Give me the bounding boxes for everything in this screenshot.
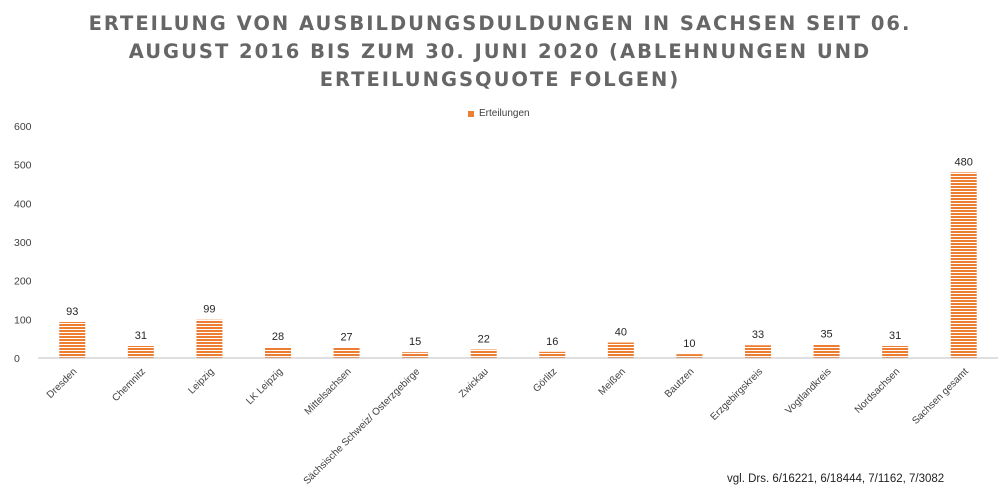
x-axis: Dresden Chemnitz Leipzig LK Leipzig Mittelsa… [45,366,971,487]
x-tick-label: Görlitz [531,366,559,394]
x-tick-label: Meißen [597,366,628,397]
legend: Erteilungen [468,108,530,119]
y-axis: 0 100 200 300 400 500 600 [14,121,32,365]
chart-title-line-2: AUGUST 2016 BIS ZUM 30. JUNI 2020 (ABLEH… [128,40,872,63]
legend-swatch [468,110,474,117]
bar-value-label: 40 [615,327,627,339]
y-tick-label: 200 [14,276,32,288]
legend-label: Erteilungen [479,108,530,119]
x-tick-label: LK Leipzig [244,366,285,407]
bar-value-label: 99 [203,304,215,316]
bar [333,347,360,358]
bar [196,319,223,358]
x-tick-label: Nordsachsen [853,366,902,415]
chart-title-line-3: ERTEILUNGSQUOTE FOLGEN) [319,68,681,91]
x-tick-label: Sächsische Schweiz/ Osterzgebirge [302,366,423,487]
bar-value-label: 28 [272,331,284,343]
y-tick-label: 300 [14,237,32,249]
bar [607,342,634,358]
bars [59,172,977,358]
bar-value-label: 27 [340,332,352,344]
bar [265,347,291,358]
source-footnote: vgl. Drs. 6/16221, 6/18444, 7/1162, 7/30… [727,473,945,485]
bar [59,322,86,358]
x-tick-label: Mittelsachsen [303,366,354,417]
y-tick-label: 600 [14,121,32,133]
x-tick-label: Sachsen gesamt [910,366,971,427]
bar-value-label: 16 [546,336,558,348]
bar [127,346,154,358]
bar-value-label: 31 [135,330,147,342]
bar-value-label: 31 [889,330,901,342]
bar [676,354,703,358]
bar-value-label: 480 [955,156,973,168]
x-tick-label: Zwickau [457,366,491,400]
y-tick-label: 100 [14,314,32,326]
x-tick-label: Vogtlandkreis [783,366,833,416]
x-tick-label: Dresden [45,366,80,401]
x-tick-label: Chemnitz [110,366,148,404]
bar-value-label: 93 [66,306,78,318]
y-tick-label: 500 [14,160,32,172]
bar-value-label: 33 [752,329,764,341]
x-tick-label: Leipzig [186,366,216,396]
bar-value-label: 22 [478,333,490,345]
x-tick-label: Erzgebirgskreis [709,366,766,423]
chart-title: ERTEILUNG VON AUSBILDUNGSDULDUNGEN IN SA… [0,10,1000,94]
bar [470,349,497,358]
bar [882,346,909,358]
bar-value-label: 10 [683,338,695,350]
data-labels: 93 31 99 28 27 15 22 16 40 10 33 35 31 480 [66,156,973,350]
bar-value-label: 15 [409,336,421,348]
bar [950,172,977,358]
y-tick-label: 0 [14,353,20,365]
x-tick-label: Bautzen [663,366,697,400]
bar [402,352,429,358]
bar [745,345,771,358]
bar-value-label: 35 [820,328,832,340]
bar [539,351,566,358]
y-tick-label: 400 [14,198,32,210]
bar [813,344,840,358]
chart-title-line-1: ERTEILUNG VON AUSBILDUNGSDULDUNGEN IN SA… [88,12,912,35]
